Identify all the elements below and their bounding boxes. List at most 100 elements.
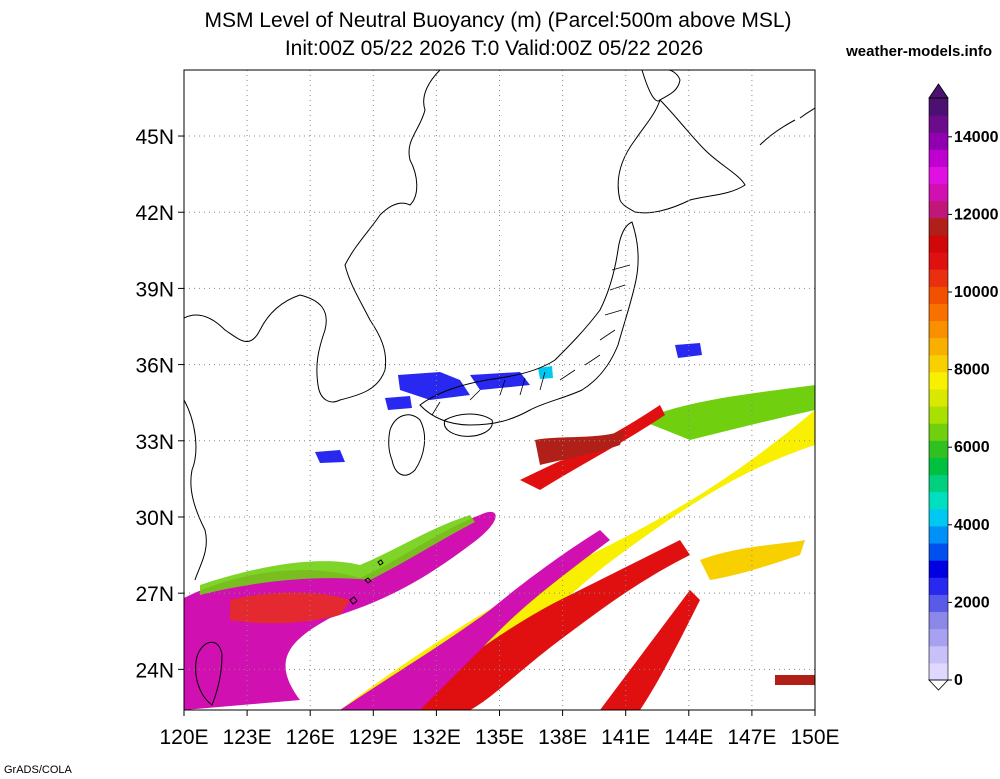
lon-tick-label: 132E: [412, 726, 461, 749]
field-band-green-east: [640, 385, 815, 440]
lat-tick-label: 42N: [135, 202, 174, 225]
lon-tick-label: 135E: [475, 726, 524, 749]
colorbar-swatch: [929, 594, 948, 613]
chart-title: MSM Level of Neutral Buoyancy (m) (Parce…: [204, 9, 792, 32]
coast-ryukyu: [349, 559, 384, 605]
lon-tick-label: 120E: [159, 726, 208, 749]
colorbar-swatch: [929, 628, 948, 647]
colorbar-tick-label: 6000: [954, 439, 990, 456]
colorbar-swatch: [929, 525, 948, 544]
colorbar-swatch: [929, 269, 948, 287]
lon-tick-label: 123E: [223, 726, 272, 749]
lon-tick-label: 138E: [538, 726, 587, 749]
colorbar-swatch: [929, 234, 948, 253]
colorbar-swatch: [929, 389, 948, 407]
colorbar-swatch: [929, 474, 948, 493]
colorbar-swatch: [929, 457, 948, 476]
coast-shikoku: [443, 413, 493, 437]
field-band-yellow-east: [700, 540, 805, 580]
coast-kyushu: [388, 414, 426, 476]
coast-mainland: [184, 70, 441, 403]
colorbar-frame: [928, 97, 949, 681]
latitude-labels: 24N 27N 30N 33N 36N 39N 42N 45N: [135, 126, 184, 682]
coast-hokkaido: [617, 99, 746, 214]
colorbar-swatch: [929, 423, 948, 441]
coastline: [184, 70, 815, 706]
colorbar-swatch: [929, 577, 948, 595]
field-band-red-southeast: [600, 590, 700, 710]
lon-tick-label: 147E: [727, 726, 776, 749]
field-patch-blue-kyushu: [385, 396, 412, 410]
colorbar-tick-label: 0: [954, 672, 963, 689]
colorbar-swatch: [929, 560, 948, 578]
colorbar-swatch: [929, 611, 948, 630]
colorbar-swatch: [929, 303, 948, 322]
colorbar-tick-label: 12000: [954, 206, 999, 223]
colorbar-swatch: [929, 645, 948, 664]
colorbar-swatch: [929, 354, 948, 373]
field-band-darkred: [535, 430, 625, 465]
colorbar: [928, 83, 949, 691]
colorbar-swatch: [929, 286, 948, 304]
colorbar-max-triangle: [928, 83, 949, 99]
colorbar-swatch: [929, 149, 948, 167]
colorbar-swatch: [929, 543, 948, 561]
colorbar-swatch: [929, 491, 948, 510]
field-band-main-red: [400, 540, 690, 710]
colorbar-swatch: [929, 166, 948, 185]
coast-taiwan: [195, 641, 223, 706]
field-band-southwest-red: [230, 592, 350, 624]
colorbar-tick-label: 2000: [954, 594, 990, 611]
colorbar-swatch: [929, 132, 948, 150]
lon-tick-label: 126E: [286, 726, 335, 749]
lat-tick-label: 36N: [135, 355, 174, 378]
colorbar-swatch: [929, 183, 948, 202]
lon-tick-label: 129E: [349, 726, 398, 749]
colorbar-swatch: [929, 200, 948, 219]
lon-tick-label: 144E: [664, 726, 713, 749]
coast-sakhalin: [641, 70, 681, 102]
chart-subtitle: Init:00Z 05/22 2026 T:0 Valid:00Z 05/22 …: [284, 37, 704, 60]
field-band-darkred-corner: [775, 675, 815, 685]
field-patch-cyan: [538, 366, 553, 379]
colorbar-tick-label: 10000: [954, 284, 999, 301]
prefecture-boundaries: [431, 264, 631, 416]
coast-kurils: [759, 107, 815, 146]
colorbar-swatch: [929, 440, 948, 458]
colorbar-tick-label: 14000: [954, 129, 999, 146]
graticule: [184, 70, 815, 710]
colorbar-labels: 0 2000 4000 6000 8000 10000 12000 14000: [948, 129, 999, 689]
colorbar-swatch: [929, 337, 948, 356]
colorbar-swatch: [929, 98, 948, 116]
coast-honshu: [419, 221, 639, 426]
longitude-labels: 120E 123E 126E 129E 132E 135E 138E 141E 144E 147E…: [159, 710, 840, 749]
lat-tick-label: 45N: [135, 126, 174, 149]
colorbar-swatch: [929, 320, 948, 339]
field-patch-blue-west: [398, 372, 470, 400]
colorbar-swatch: [929, 508, 948, 527]
colorbar-swatch: [929, 662, 948, 681]
colorbar-min-triangle: [928, 679, 949, 691]
buoyancy-field: [184, 343, 815, 710]
lon-tick-label: 141E: [601, 726, 650, 749]
colorbar-swatch: [929, 115, 948, 133]
coast-china-south: [184, 399, 207, 581]
lon-tick-label: 150E: [790, 726, 839, 749]
lat-tick-label: 30N: [135, 507, 174, 530]
colorbar-swatch: [929, 252, 948, 270]
lat-tick-label: 27N: [135, 583, 174, 606]
credit-label: weather-models.info: [846, 43, 992, 60]
colorbar-swatch: [929, 371, 948, 390]
lat-tick-label: 33N: [135, 431, 174, 454]
colorbar-tick-label: 8000: [954, 362, 990, 379]
colorbar-tick-label: 4000: [954, 517, 990, 534]
colorbar-swatch: [929, 406, 948, 424]
field-band-southwest-green: [200, 515, 475, 595]
software-label: GrADS/COLA: [4, 764, 72, 776]
field-band-main-magenta: [340, 530, 610, 710]
colorbar-swatch: [929, 217, 948, 236]
field-patch-blue-korea: [315, 450, 345, 463]
lat-tick-label: 39N: [135, 278, 174, 301]
lat-tick-label: 24N: [135, 659, 174, 682]
